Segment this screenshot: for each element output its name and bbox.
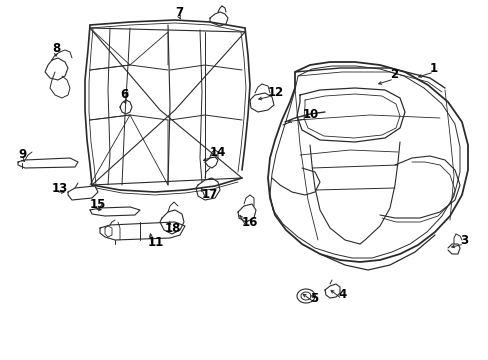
Text: 13: 13 xyxy=(52,181,68,194)
Text: 6: 6 xyxy=(120,89,128,102)
Text: 15: 15 xyxy=(90,198,106,211)
Text: 10: 10 xyxy=(303,108,319,122)
Text: 7: 7 xyxy=(175,5,183,18)
Text: 16: 16 xyxy=(242,216,258,229)
Text: 3: 3 xyxy=(459,234,467,247)
Text: 14: 14 xyxy=(209,145,226,158)
Text: 4: 4 xyxy=(337,288,346,302)
Text: 5: 5 xyxy=(309,292,318,305)
Text: 12: 12 xyxy=(267,85,284,99)
Text: 8: 8 xyxy=(52,41,60,54)
Text: 18: 18 xyxy=(164,221,181,234)
Text: 17: 17 xyxy=(202,189,218,202)
Text: 9: 9 xyxy=(18,148,26,162)
Text: 1: 1 xyxy=(429,62,437,75)
Text: 2: 2 xyxy=(389,68,397,81)
Text: 11: 11 xyxy=(148,235,164,248)
